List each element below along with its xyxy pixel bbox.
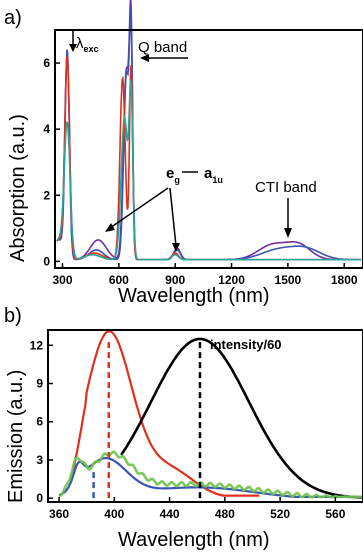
panel-a-frame	[54, 29, 363, 269]
svg-text:λexc: λexc	[76, 35, 99, 54]
eg-e: e	[166, 165, 174, 182]
panel-b-xtick-label: 400	[104, 507, 124, 521]
panel-a-xtick-label: 1800	[331, 273, 358, 287]
lambda-sub: exc	[84, 44, 99, 54]
panel-a-label: a)	[4, 7, 22, 29]
panel-b-xtick-label: 440	[160, 507, 180, 521]
eg-a1u-annotation: eg a1u	[105, 165, 223, 252]
emission-series-red	[69, 330, 260, 497]
panel-b-frame	[47, 329, 363, 503]
lambda-exc-annotation: λexc	[69, 30, 99, 54]
cti-arrow-head	[284, 228, 292, 238]
a1u-a: a	[204, 165, 213, 182]
panel-b-ticks: 360 400 440 480 520 560 0 3 6 9 12	[30, 338, 346, 521]
eg-arrow-right-head	[172, 243, 180, 252]
panel-a: a) 300 600 900 1200 1500 1800 0 2 4 6 Absorption …	[4, 0, 363, 307]
panel-b-xtick-label: 520	[270, 507, 290, 521]
absorption-series-3	[56, 55, 362, 261]
panel-b-ytick-label: 3	[36, 453, 43, 467]
absorption-series-4	[56, 79, 362, 261]
intensity-annotation: intensity/60	[210, 337, 282, 352]
panel-a-xtick-label: 900	[165, 273, 185, 287]
panel-b-ylabel: Emission (a.u.)	[5, 370, 27, 503]
panel-a-ticks: 300 600 900 1200 1500 1800 0 2 4 6	[43, 56, 358, 287]
emission-series-black	[120, 337, 363, 499]
lambda-arrow-head	[69, 44, 77, 52]
panel-b-ytick-label: 9	[36, 377, 43, 391]
panel-a-xtick-label: 300	[52, 273, 72, 287]
panel-b-xlabel: Wavelength (nm)	[118, 529, 270, 551]
a1u-sub: 1u	[212, 175, 223, 185]
panel-b: b) 360 400 440 480 520 560 0 3 6 9 12 Emission (a.…	[4, 305, 363, 551]
eg-arrow-left	[109, 187, 169, 229]
svg-text:eg: eg	[166, 165, 180, 185]
eg-g: g	[174, 175, 180, 185]
panel-a-xtick-label: 1500	[275, 273, 302, 287]
panel-a-ytick-label: 6	[43, 56, 50, 70]
cti-band-annotation: CTI band	[255, 179, 317, 238]
panel-b-ytick-label: 0	[36, 491, 43, 505]
svg-text:a1u: a1u	[204, 165, 223, 185]
panel-a-ylabel: Absorption (a.u.)	[7, 114, 29, 262]
panel-b-xtick-label: 360	[49, 507, 69, 521]
absorption-series-2	[56, 7, 362, 261]
q-band-annotation: Q band	[138, 39, 188, 62]
q-band-label: Q band	[138, 39, 187, 56]
panel-a-ytick-label: 2	[43, 188, 50, 202]
panel-a-xlabel: Wavelength (nm)	[118, 285, 270, 307]
panel-b-ytick-label: 12	[30, 338, 44, 352]
panel-b-label: b)	[4, 305, 22, 327]
panel-a-ytick-label: 4	[43, 122, 50, 136]
panel-a-ytick-label: 0	[43, 254, 50, 268]
eg-arrow-right	[169, 187, 177, 247]
panel-b-xtick-label: 560	[325, 507, 345, 521]
q-band-arrow-head	[140, 54, 149, 62]
panel-a-xtick-label: 1200	[218, 273, 245, 287]
panel-b-xtick-label: 480	[215, 507, 235, 521]
eg-arrow-left-head	[105, 223, 115, 232]
panel-a-curves	[56, 0, 362, 261]
lambda-symbol: λ	[76, 35, 84, 52]
panel-b-curves	[58, 330, 363, 499]
absorption-series-1	[56, 0, 362, 261]
panel-b-ytick-label: 6	[36, 415, 43, 429]
cti-band-label: CTI band	[255, 179, 317, 196]
panel-a-xtick-label: 600	[109, 273, 129, 287]
